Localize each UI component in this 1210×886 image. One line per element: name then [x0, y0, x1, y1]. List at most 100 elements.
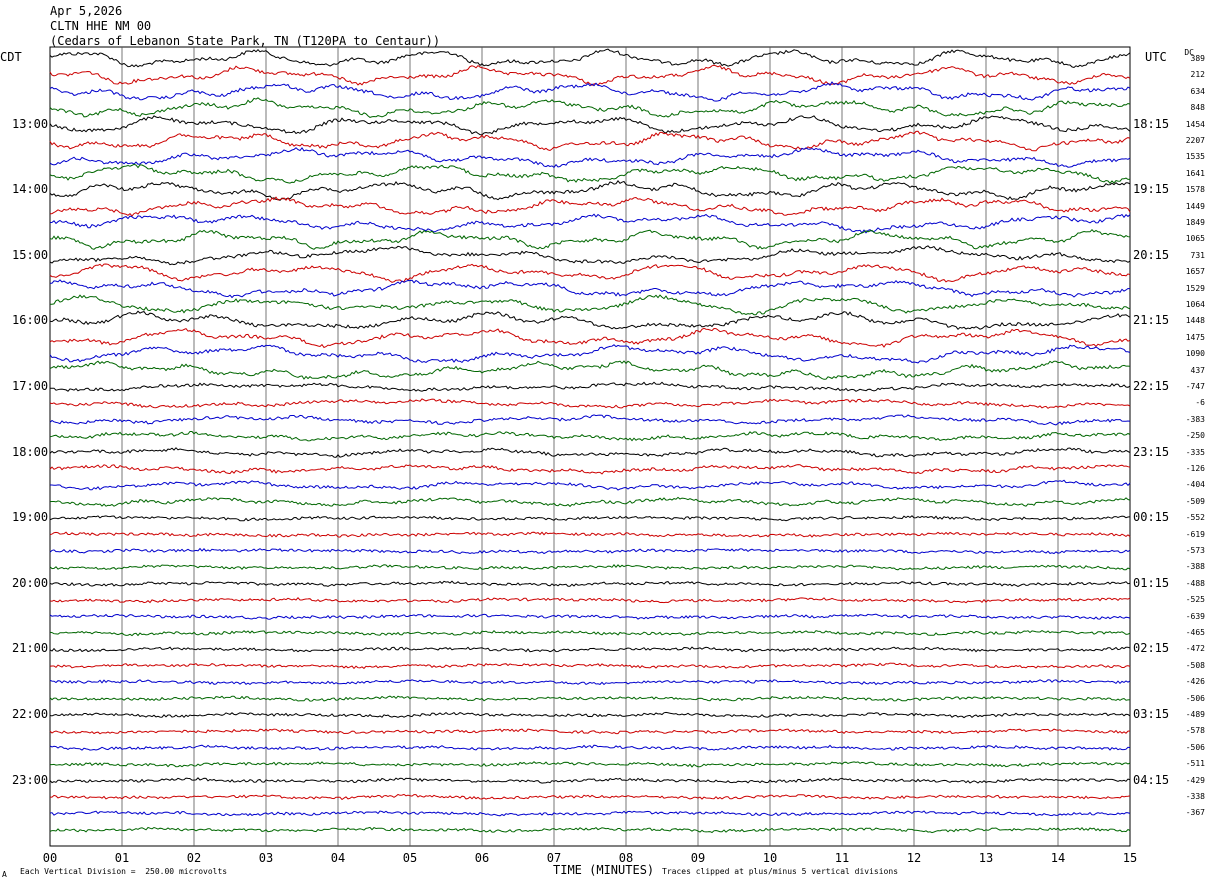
x-tick-label: 01 — [114, 851, 130, 865]
seismic-trace — [49, 580, 1131, 587]
left-hour-label: 21:00 — [12, 641, 49, 656]
right-hour-label: 00:15 — [1133, 510, 1170, 525]
x-tick-label: 12 — [906, 851, 922, 865]
right-hour-label: 04:15 — [1133, 772, 1170, 787]
seismic-trace — [49, 163, 1131, 184]
left-hour-label: 20:00 — [12, 575, 49, 590]
dc-offset-value: -383 — [1185, 414, 1205, 424]
dc-offset-value: -506 — [1185, 742, 1205, 752]
seismic-trace — [49, 447, 1131, 458]
dc-offset-value: 1535 — [1185, 152, 1205, 162]
seismic-trace — [49, 147, 1131, 169]
seismic-trace — [49, 629, 1131, 637]
clip-note: Traces clipped at plus/minus 5 vertical … — [662, 867, 899, 876]
right-hour-label: 19:15 — [1133, 182, 1170, 197]
dc-offset-value: -488 — [1185, 578, 1205, 588]
seismic-trace — [49, 213, 1131, 234]
x-tick-label: 15 — [1122, 851, 1138, 865]
seismic-trace — [49, 613, 1131, 620]
left-hour-label: 18:00 — [12, 444, 49, 459]
dc-offset-value: -509 — [1185, 496, 1205, 506]
dc-offset-value: -426 — [1185, 677, 1205, 687]
x-tick-label: 13 — [978, 851, 994, 865]
right-hour-label: 21:15 — [1133, 313, 1170, 328]
seismic-trace — [49, 531, 1131, 538]
x-tick-label: 11 — [834, 851, 850, 865]
seismic-trace — [49, 646, 1131, 653]
x-tick-label: 00 — [42, 851, 58, 865]
dc-offset-value: -465 — [1185, 628, 1205, 637]
x-tick-label: 06 — [474, 851, 490, 865]
dc-offset-value: -511 — [1185, 759, 1205, 769]
seismic-trace — [49, 344, 1131, 364]
dc-offset-value: 1578 — [1185, 185, 1205, 195]
x-tick-label: 10 — [762, 851, 778, 865]
right-hour-label: 03:15 — [1133, 707, 1170, 721]
x-tick-label: 07 — [546, 851, 562, 865]
seismic-trace — [49, 310, 1131, 331]
seismic-trace — [49, 48, 1131, 69]
dc-offset-value: 1449 — [1185, 201, 1205, 211]
dc-offset-value: -489 — [1185, 710, 1205, 719]
seismic-trace — [49, 398, 1131, 409]
right-hour-label: 02:15 — [1133, 641, 1170, 656]
seismic-trace — [49, 564, 1131, 571]
dc-offset-value: 731 — [1190, 250, 1205, 260]
left-hour-label: 23:00 — [12, 772, 49, 787]
dc-offset-value: -250 — [1185, 431, 1205, 441]
dc-offset-value: -639 — [1185, 611, 1205, 621]
x-tick-label: 04 — [330, 851, 346, 865]
x-tick-label: 14 — [1050, 851, 1066, 865]
dc-offset-value: 1849 — [1185, 218, 1205, 227]
seismic-trace — [49, 515, 1131, 522]
x-tick-label: 02 — [186, 851, 202, 865]
x-tick-label: 03 — [258, 851, 274, 865]
dc-offset-value: -573 — [1185, 546, 1205, 555]
dc-offset-value: 212 — [1190, 70, 1205, 80]
dc-offset-value: -578 — [1185, 726, 1205, 736]
left-hour-label: 14:00 — [12, 182, 49, 197]
seismic-trace — [49, 711, 1131, 719]
seismic-trace — [49, 381, 1131, 392]
dc-offset-value: -367 — [1185, 808, 1205, 818]
dc-offset-value: -338 — [1185, 792, 1205, 801]
seismic-trace — [49, 547, 1131, 555]
dc-offset-value: 1064 — [1185, 300, 1205, 309]
dc-offset-value: -404 — [1185, 480, 1205, 490]
left-hour-label: 17:00 — [12, 379, 49, 393]
scale-note: Each Vertical Division = 250.00 microvol… — [20, 867, 228, 876]
dc-offset-value: 437 — [1190, 365, 1205, 375]
left-hour-label: 15:00 — [12, 247, 49, 262]
seismic-trace — [50, 793, 1131, 801]
x-axis-label: TIME (MINUTES) — [553, 863, 655, 877]
dc-offset-value: -388 — [1185, 562, 1205, 572]
left-timezone: CDT — [0, 50, 22, 64]
left-hour-label: 19:00 — [12, 510, 49, 525]
dc-offset-value: -472 — [1185, 644, 1205, 654]
dc-offset-value: 1657 — [1185, 267, 1205, 277]
dc-offset-value: -619 — [1185, 529, 1205, 539]
left-hour-label: 13:00 — [12, 116, 49, 131]
seismic-trace — [49, 695, 1131, 702]
seismic-trace — [49, 196, 1131, 217]
seismic-trace — [49, 728, 1131, 735]
dc-offset-value: -506 — [1185, 693, 1205, 703]
corner-mark: A — [2, 870, 7, 879]
dc-offset-value: 634 — [1190, 86, 1205, 96]
right-hour-label: 23:15 — [1133, 444, 1170, 459]
dc-offset-value: 389 — [1190, 54, 1205, 63]
dc-offset-value: -429 — [1185, 775, 1205, 785]
seismic-trace — [49, 777, 1131, 784]
dc-offset-value: 1065 — [1185, 234, 1205, 244]
seismic-trace — [49, 360, 1131, 380]
seismic-trace — [49, 245, 1131, 266]
x-tick-label: 08 — [618, 851, 634, 865]
seismic-trace — [49, 97, 1131, 118]
seismic-trace — [50, 479, 1131, 491]
right-hour-label: 01:15 — [1133, 575, 1170, 590]
dc-offset-value: -508 — [1185, 660, 1205, 670]
seismic-trace — [49, 431, 1131, 442]
seismic-trace — [49, 744, 1131, 751]
dc-offset-value: 2207 — [1185, 136, 1205, 145]
